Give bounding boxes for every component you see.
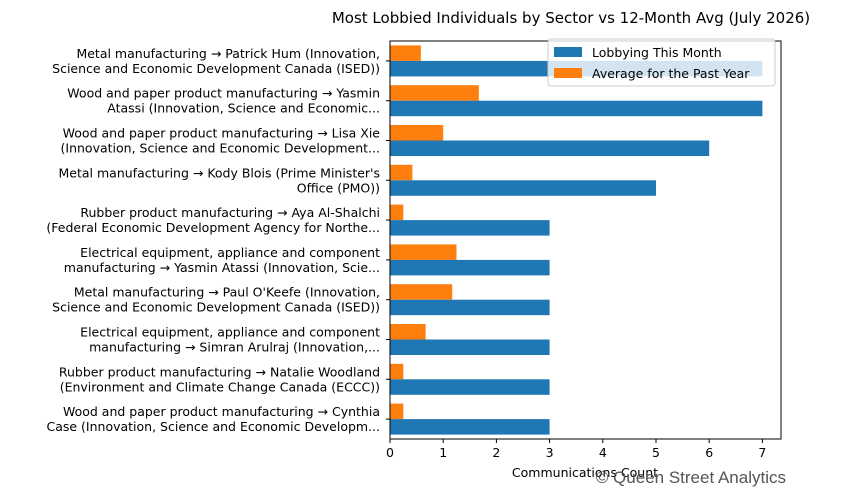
bar-average-9 xyxy=(390,403,404,420)
x-tick-label-5: 5 xyxy=(652,445,660,460)
category-label-9: Wood and paper product manufacturing → C… xyxy=(46,404,380,434)
x-tick-label-7: 7 xyxy=(758,445,766,460)
bar-this-month-5 xyxy=(390,259,550,276)
legend: Lobbying This Month Average for the Past … xyxy=(547,38,776,87)
legend-box xyxy=(547,38,776,87)
x-tick-label-1: 1 xyxy=(439,445,447,460)
legend-swatch-0 xyxy=(554,47,582,57)
legend-label-1: Average for the Past Year xyxy=(592,66,750,81)
category-label-1: Wood and paper product manufacturing → Y… xyxy=(67,86,380,116)
bar-this-month-3 xyxy=(390,180,656,196)
bar-this-month-8 xyxy=(390,379,550,395)
category-label-8: Rubber product manufacturing → Natalie W… xyxy=(59,364,380,394)
bar-average-8 xyxy=(390,363,404,380)
watermark: © Queen Street Analytics xyxy=(596,468,786,487)
category-labels: Metal manufacturing → Patrick Hum (Innov… xyxy=(46,46,390,434)
category-label-7: Electrical equipment, appliance and comp… xyxy=(80,325,380,355)
bar-this-month-4 xyxy=(390,220,550,236)
category-label-2: Wood and paper product manufacturing → L… xyxy=(61,126,381,156)
x-tick-label-3: 3 xyxy=(546,445,554,460)
bar-average-4 xyxy=(390,204,404,221)
bar-this-month-1 xyxy=(390,100,763,117)
category-label-6: Metal manufacturing → Paul O'Keefe (Inno… xyxy=(52,285,380,315)
legend-label-0: Lobbying This Month xyxy=(592,45,722,60)
category-label-3: Metal manufacturing → Kody Blois (Prime … xyxy=(59,165,380,195)
bar-this-month-2 xyxy=(390,140,710,156)
bar-average-3 xyxy=(390,164,413,181)
x-tick-label-4: 4 xyxy=(599,445,607,460)
category-label-4: Rubber product manufacturing → Aya Al-Sh… xyxy=(46,205,380,235)
bar-this-month-7 xyxy=(390,339,550,355)
x-tick-label-6: 6 xyxy=(705,445,713,460)
category-label-0: Metal manufacturing → Patrick Hum (Innov… xyxy=(52,46,380,76)
legend-swatch-1 xyxy=(554,68,582,78)
chart-title: Most Lobbied Individuals by Sector vs 12… xyxy=(332,9,810,27)
bar-average-2 xyxy=(390,125,444,141)
bar-average-1 xyxy=(390,85,479,101)
bar-this-month-9 xyxy=(390,419,550,435)
x-axis-ticks: 0 1 2 3 4 5 6 7 xyxy=(386,439,766,460)
bar-average-6 xyxy=(390,284,453,300)
bar-average-7 xyxy=(390,324,426,340)
category-label-5: Electrical equipment, appliance and comp… xyxy=(64,245,380,275)
bar-average-0 xyxy=(390,45,421,61)
x-axis-label: Communications Count xyxy=(512,465,658,480)
x-tick-label-0: 0 xyxy=(386,445,394,460)
bar-this-month-6 xyxy=(390,299,550,316)
bars-group xyxy=(390,45,763,435)
bar-average-5 xyxy=(390,244,457,260)
x-tick-label-2: 2 xyxy=(492,445,500,460)
